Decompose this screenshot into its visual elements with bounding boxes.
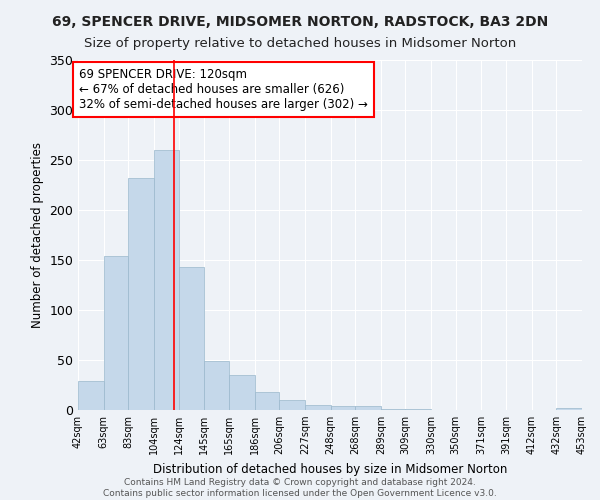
X-axis label: Distribution of detached houses by size in Midsomer Norton: Distribution of detached houses by size …: [153, 462, 507, 475]
Text: 69 SPENCER DRIVE: 120sqm
← 67% of detached houses are smaller (626)
32% of semi-: 69 SPENCER DRIVE: 120sqm ← 67% of detach…: [79, 68, 368, 111]
Text: 69, SPENCER DRIVE, MIDSOMER NORTON, RADSTOCK, BA3 2DN: 69, SPENCER DRIVE, MIDSOMER NORTON, RADS…: [52, 15, 548, 29]
Text: Contains HM Land Registry data © Crown copyright and database right 2024.
Contai: Contains HM Land Registry data © Crown c…: [103, 478, 497, 498]
Bar: [279, 400, 305, 410]
Bar: [305, 405, 331, 410]
Text: Size of property relative to detached houses in Midsomer Norton: Size of property relative to detached ho…: [84, 38, 516, 51]
Bar: [179, 267, 205, 410]
Y-axis label: Number of detached properties: Number of detached properties: [31, 142, 44, 328]
Bar: [78, 381, 104, 410]
Bar: [128, 178, 154, 410]
Bar: [205, 361, 229, 410]
Bar: [556, 408, 582, 410]
Bar: [355, 406, 381, 410]
Bar: [154, 150, 179, 410]
Bar: [406, 409, 431, 410]
Bar: [229, 375, 254, 410]
Bar: [104, 256, 128, 410]
Bar: [331, 406, 355, 410]
Bar: [381, 409, 406, 410]
Bar: [254, 392, 279, 410]
